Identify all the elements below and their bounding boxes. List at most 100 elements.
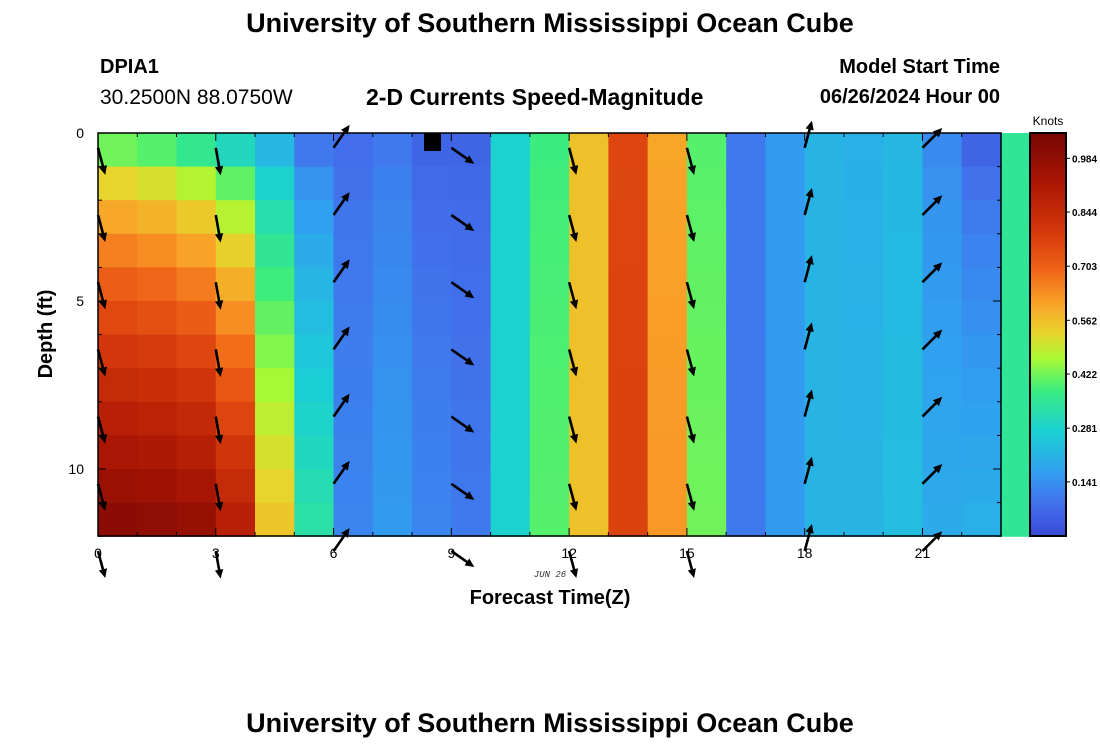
current-vector-arrow [567, 214, 579, 243]
station-coordinates: 30.2500N 88.0750W [100, 86, 293, 109]
heatmap-cell [804, 267, 845, 302]
heatmap-cell [765, 267, 806, 302]
heatmap-cell [843, 200, 884, 235]
heatmap-cell [412, 301, 452, 336]
heatmap-cell [804, 133, 845, 168]
heatmap-cell [569, 200, 609, 235]
heatmap-cell [372, 233, 413, 268]
heatmap-cell [451, 166, 492, 201]
heatmap-cell [176, 233, 217, 268]
heatmap-cell [647, 334, 688, 369]
heatmap-cell [294, 401, 335, 436]
heatmap-cell [765, 368, 806, 403]
heatmap-cell [529, 200, 570, 235]
heatmap-cell [490, 368, 531, 403]
heatmap-cell [529, 368, 570, 403]
heatmap-cell [961, 200, 1002, 235]
colorbar-tick-label: 0.562 [1072, 316, 1097, 327]
heatmap-cell [961, 166, 1002, 201]
heatmap-cell [137, 200, 178, 235]
colorbar-tick-label: 0.422 [1072, 370, 1097, 381]
heatmap-cell [529, 133, 570, 168]
heatmap-cell [255, 200, 295, 235]
heatmap-cell [883, 166, 924, 201]
heatmap-cell [726, 334, 767, 369]
current-vector-arrow [567, 416, 579, 444]
heatmap-cell [215, 301, 256, 336]
current-vector-arrow [214, 550, 224, 579]
heatmap-cell [961, 401, 1002, 436]
heatmap-cell [843, 334, 884, 369]
heatmap-cell [372, 133, 413, 168]
heatmap-cell [490, 502, 531, 537]
current-vector-arrow [803, 389, 814, 417]
heatmap-cell [215, 200, 256, 235]
heatmap-cell [176, 301, 217, 336]
heatmap-cell [372, 334, 413, 369]
heatmap-cell [98, 401, 138, 436]
heatmap-cell [215, 267, 256, 302]
heatmap-cell [726, 133, 767, 168]
heatmap-cell [608, 200, 649, 235]
heatmap-cell [529, 166, 570, 201]
heatmap-cell [215, 502, 256, 537]
heatmap-cell [647, 435, 688, 470]
heatmap-cell [137, 233, 178, 268]
current-vector-arrow [332, 124, 350, 149]
current-vector-arrow [450, 415, 475, 433]
heatmap-cell [726, 469, 767, 504]
heatmap-cell [333, 502, 374, 537]
current-vector-arrow [685, 147, 696, 175]
chart-title: 2-D Currents Speed-Magnitude [366, 84, 704, 110]
heatmap-cell [765, 502, 806, 537]
heatmap-cell [412, 334, 452, 369]
heatmap-cell [804, 334, 845, 369]
current-vector-arrow [96, 214, 107, 243]
heatmap-cell [490, 435, 531, 470]
x-tick-label: 15 [679, 545, 695, 561]
heatmap-cell [412, 233, 452, 268]
heatmap-cell [569, 469, 609, 504]
heatmap-cell [883, 133, 924, 168]
x-tick-label: 0 [94, 545, 102, 561]
heatmap-cell [843, 502, 884, 537]
current-vector-arrow [803, 456, 814, 485]
current-vector-arrow [214, 147, 224, 176]
heatmap-cell [726, 233, 767, 268]
heatmap-cell [372, 502, 413, 537]
heatmap-cell [765, 233, 806, 268]
heatmap-cell [294, 166, 335, 201]
current-vector-arrow [685, 281, 696, 310]
heatmap-cell [922, 166, 963, 201]
heatmap-cell [490, 469, 531, 504]
heatmap-cell [176, 133, 217, 168]
current-vector-arrow [96, 416, 107, 444]
heatmap-cell [215, 166, 256, 201]
heatmap-cell [372, 368, 413, 403]
colorbar [1029, 132, 1067, 537]
heatmap-cell [726, 435, 767, 470]
current-vector-arrow [450, 549, 475, 568]
heatmap-cell [686, 267, 727, 302]
heatmap-cell [647, 233, 688, 268]
heatmap-cell [922, 233, 963, 268]
heatmap-cell [176, 469, 217, 504]
heatmap-cell [176, 368, 217, 403]
colorbar-unit-label: Knots [1033, 114, 1064, 128]
heatmap-cell [922, 435, 963, 470]
heatmap-cell [333, 435, 374, 470]
current-vector-arrow [567, 147, 579, 175]
heatmap-cell [412, 435, 452, 470]
heatmap-cell [137, 133, 178, 168]
heatmap-cell [608, 233, 649, 268]
heatmap-cell [176, 502, 217, 537]
heatmap-cell [372, 301, 413, 336]
colorbar-ticks: 0.141 0.281 0.422 0.562 0.703 0.844 0.984 [1066, 154, 1097, 489]
heatmap-cell [412, 401, 452, 436]
heatmap-cell [647, 267, 688, 302]
x-axis-ticks: 0 3 6 9 12 15 18 21 [94, 133, 1002, 561]
current-vector-arrow [685, 416, 696, 444]
heatmap-cell [804, 401, 845, 436]
heatmap-cell [961, 368, 1002, 403]
heatmap-cell [647, 502, 688, 537]
